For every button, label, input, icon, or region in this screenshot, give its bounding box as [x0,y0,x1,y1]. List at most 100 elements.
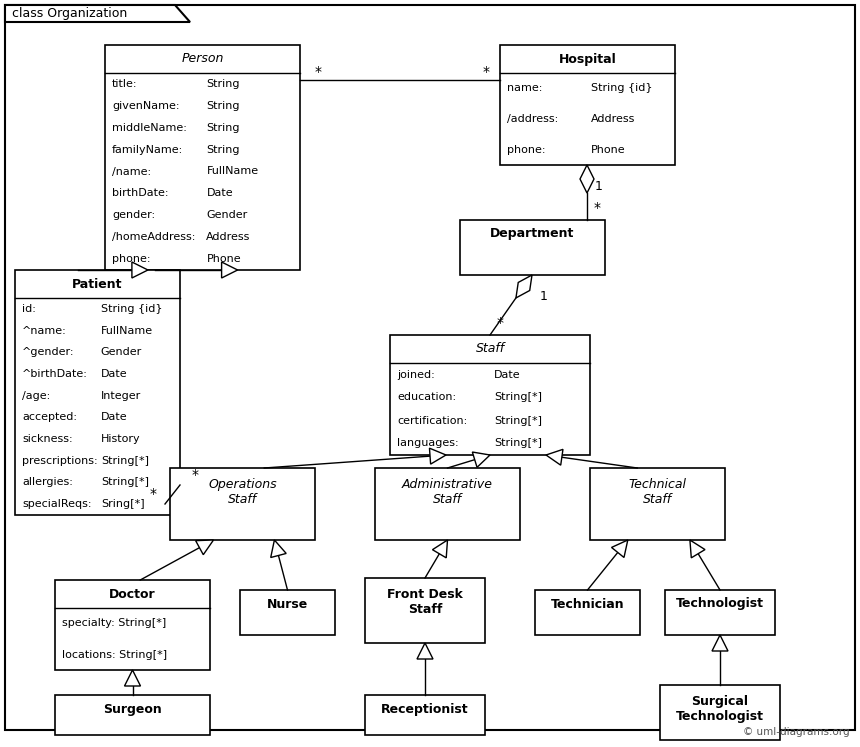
Text: Address: Address [206,232,251,242]
Text: String {id}: String {id} [591,84,653,93]
Text: Department: Department [490,228,574,241]
Text: *: * [192,468,199,482]
Bar [105,45,300,270]
Bar [500,45,675,165]
Polygon shape [472,452,490,468]
Text: /age:: /age: [22,391,50,400]
Text: *: * [315,65,322,79]
Text: String: String [206,79,240,89]
Bar [240,590,335,635]
Bar [365,578,485,643]
Text: FullName: FullName [101,326,153,335]
Polygon shape [433,540,447,558]
Text: id:: id: [22,304,36,314]
Text: Technician: Technician [550,598,624,610]
Polygon shape [690,540,705,558]
Text: Date: Date [494,370,520,379]
Polygon shape [546,450,563,465]
Text: accepted:: accepted: [22,412,77,422]
Text: certification:: certification: [397,415,467,426]
Polygon shape [5,5,190,22]
Text: middleName:: middleName: [112,123,187,133]
Polygon shape [429,448,446,464]
Text: Nurse: Nurse [267,598,308,610]
Text: String[*]: String[*] [494,415,542,426]
Bar [460,220,605,275]
Polygon shape [611,540,628,557]
Text: String: String [206,101,240,111]
Text: specialReqs:: specialReqs: [22,499,91,509]
Polygon shape [516,275,532,298]
Text: Gender: Gender [101,347,142,357]
Text: ^birthDate:: ^birthDate: [22,369,88,379]
Text: String[*]: String[*] [494,438,542,448]
Bar [55,695,210,735]
Text: Staff: Staff [476,343,505,356]
Polygon shape [712,635,728,651]
Text: familyName:: familyName: [112,145,183,155]
Text: Technologist: Technologist [676,598,764,610]
Polygon shape [132,262,148,278]
Text: String[*]: String[*] [494,392,542,403]
Polygon shape [417,643,433,659]
Text: Gender: Gender [206,210,248,220]
Text: class Organization: class Organization [12,7,127,20]
Text: /address:: /address: [507,114,558,124]
Text: sickness:: sickness: [22,434,72,444]
Text: givenName:: givenName: [112,101,180,111]
Text: Phone: Phone [591,145,625,155]
Text: phone:: phone: [507,145,545,155]
Text: Hospital: Hospital [559,52,617,66]
Bar [590,468,725,540]
Text: allergies:: allergies: [22,477,73,488]
Bar [170,468,315,540]
Text: Address: Address [591,114,636,124]
Bar [375,468,520,540]
Text: Surgeon: Surgeon [103,702,162,716]
Text: phone:: phone: [112,254,150,264]
Text: String: String [206,123,240,133]
Text: ^name:: ^name: [22,326,67,335]
Text: *: * [150,487,157,501]
Bar [535,590,640,635]
Text: prescriptions:: prescriptions: [22,456,98,465]
Text: locations: String[*]: locations: String[*] [62,649,167,660]
Text: Date: Date [101,412,127,422]
Text: Doctor: Doctor [109,587,156,601]
Text: Surgical
Technologist: Surgical Technologist [676,695,764,723]
Text: /name:: /name: [112,167,151,176]
Bar [660,685,780,740]
Text: education:: education: [397,392,456,403]
Text: languages:: languages: [397,438,458,448]
Text: Administrative
Staff: Administrative Staff [402,478,493,506]
Text: String[*]: String[*] [101,477,149,488]
Text: gender:: gender: [112,210,155,220]
Text: birthDate:: birthDate: [112,188,169,199]
Bar [390,335,590,455]
Text: String[*]: String[*] [101,456,149,465]
Polygon shape [222,262,237,278]
Polygon shape [195,540,213,555]
Text: History: History [101,434,140,444]
Text: Date: Date [206,188,233,199]
Text: ^gender:: ^gender: [22,347,75,357]
Text: /homeAddress:: /homeAddress: [112,232,195,242]
Text: 1: 1 [595,181,603,193]
Text: String {id}: String {id} [101,304,163,314]
Text: Sring[*]: Sring[*] [101,499,144,509]
Polygon shape [125,670,140,686]
Text: Operations
Staff: Operations Staff [208,478,277,506]
Text: joined:: joined: [397,370,435,379]
Bar [365,695,485,735]
Text: title:: title: [112,79,138,89]
Bar [665,590,775,635]
Text: specialty: String[*]: specialty: String[*] [62,619,166,628]
Text: name:: name: [507,84,543,93]
Text: Technical
Staff: Technical Staff [629,478,686,506]
Polygon shape [580,165,594,193]
Text: © uml-diagrams.org: © uml-diagrams.org [743,727,850,737]
Text: *: * [496,316,503,330]
Polygon shape [271,540,286,557]
Text: Patient: Patient [72,277,123,291]
Text: Date: Date [101,369,127,379]
